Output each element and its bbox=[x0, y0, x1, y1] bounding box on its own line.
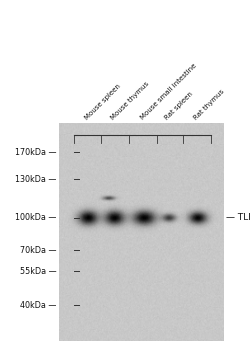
Text: 40kDa —: 40kDa — bbox=[20, 301, 56, 310]
Text: — TLR1: — TLR1 bbox=[226, 213, 250, 222]
Text: 55kDa —: 55kDa — bbox=[20, 267, 56, 276]
Text: 170kDa —: 170kDa — bbox=[15, 148, 56, 156]
Text: Mouse small intestine: Mouse small intestine bbox=[140, 63, 198, 121]
Text: Mouse thymus: Mouse thymus bbox=[110, 80, 150, 121]
Text: Rat spleen: Rat spleen bbox=[164, 90, 194, 121]
Text: Rat thymus: Rat thymus bbox=[193, 88, 226, 121]
Text: 70kDa —: 70kDa — bbox=[20, 246, 56, 255]
Text: 130kDa —: 130kDa — bbox=[15, 175, 56, 184]
Text: 100kDa —: 100kDa — bbox=[15, 213, 56, 222]
Text: Mouse spleen: Mouse spleen bbox=[84, 83, 122, 121]
